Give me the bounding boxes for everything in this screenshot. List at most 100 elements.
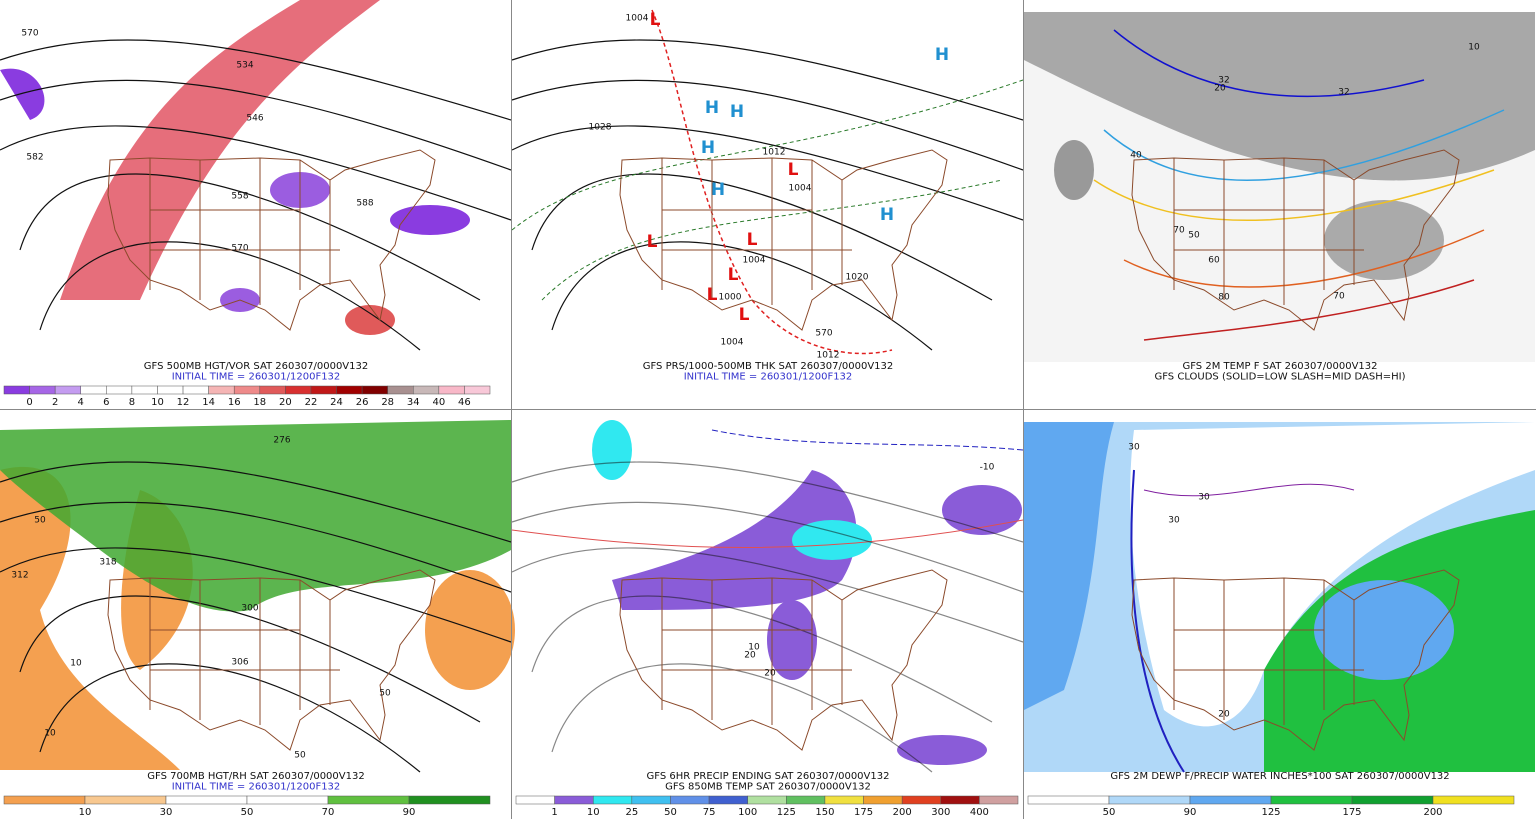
map-label: 570 xyxy=(231,244,248,254)
colorbar-label: 300 xyxy=(931,807,950,818)
colorbar-swatch xyxy=(413,385,440,395)
colorbar-swatch xyxy=(361,385,388,395)
map-label: 10 xyxy=(1468,43,1480,53)
map-label: 10 xyxy=(748,643,760,653)
colorbar-label: 90 xyxy=(403,807,416,818)
colorbar-label: 70 xyxy=(322,807,335,818)
map-label: 80 xyxy=(1218,293,1230,303)
colorbar-label: 10 xyxy=(151,397,164,408)
caption: INITIAL TIME = 260301/1200F132 xyxy=(172,782,341,793)
map-label: 588 xyxy=(356,199,373,209)
colorbar-swatch xyxy=(515,795,555,805)
map-label: 70 xyxy=(1173,226,1185,236)
colorbar-label: 26 xyxy=(356,397,369,408)
map-label: 30 xyxy=(1128,443,1140,453)
colorbar-swatch xyxy=(1108,795,1191,805)
colorbar-label: 24 xyxy=(330,397,343,408)
colorbar-label: 50 xyxy=(241,807,254,818)
map-label: 546 xyxy=(246,114,263,124)
colorbar-swatch xyxy=(438,385,465,395)
map-label: H xyxy=(730,102,744,122)
colorbar-label: 400 xyxy=(970,807,989,818)
colorbar-label: 200 xyxy=(893,807,912,818)
colorbar-label: 20 xyxy=(279,397,292,408)
panel-humidity: GFS 700MB HGT/RH SAT 260307/0000V132INIT… xyxy=(0,420,515,818)
colorbar-swatch xyxy=(327,795,410,805)
colorbar-label: 25 xyxy=(625,807,638,818)
colorbar-label: 100 xyxy=(738,807,757,818)
colorbar-label: 8 xyxy=(129,397,135,408)
panel-pressure: GFS PRS/1000-500MB THK SAT 260307/0000V1… xyxy=(511,9,1024,383)
colorbar-label: 40 xyxy=(432,397,445,408)
colorbar-swatch xyxy=(3,385,30,395)
colorbar-swatch xyxy=(863,795,903,805)
map-label: 1012 xyxy=(763,148,786,158)
colorbar-label: 6 xyxy=(103,397,109,408)
colorbar-swatch xyxy=(824,795,864,805)
colorbar-label: 125 xyxy=(777,807,796,818)
map-label: 50 xyxy=(379,689,391,699)
colorbar-swatch xyxy=(131,385,158,395)
map-label: 312 xyxy=(11,571,28,581)
map-label: 1004 xyxy=(626,14,649,24)
caption: INITIAL TIME = 260301/1200F132 xyxy=(684,372,853,383)
colorbar-label: 50 xyxy=(1103,807,1116,818)
colorbar-swatch xyxy=(157,385,184,395)
map-label: 30 xyxy=(1198,493,1210,503)
map-label: 30 xyxy=(1168,516,1180,526)
caption: GFS 700MB HGT/RH SAT 260307/0000V132 xyxy=(147,771,364,782)
map-label: L xyxy=(728,265,739,285)
colorbar-swatch xyxy=(670,795,710,805)
map-label: 10 xyxy=(44,729,56,739)
map-label: L xyxy=(707,285,718,305)
colorbar-swatch xyxy=(708,795,748,805)
colorbar-swatch xyxy=(80,385,107,395)
colorbar-label: 75 xyxy=(703,807,716,818)
colorbar-swatch xyxy=(182,385,209,395)
colorbar-swatch xyxy=(285,385,312,395)
colorbar-swatch xyxy=(29,385,56,395)
colorbar-label: 46 xyxy=(458,397,471,408)
colorbar-swatch xyxy=(310,385,337,395)
colorbar-swatch xyxy=(1432,795,1515,805)
map-label: L xyxy=(788,160,799,180)
colorbar-label: 125 xyxy=(1261,807,1280,818)
map-label: H xyxy=(705,98,719,118)
map-label: 1028 xyxy=(589,123,612,133)
caption: GFS 6HR PRECIP ENDING SAT 260307/0000V13… xyxy=(647,771,890,782)
colorbar-swatch xyxy=(464,385,491,395)
colorbar-swatch xyxy=(1189,795,1272,805)
colorbar-swatch xyxy=(246,795,329,805)
colorbar-label: 28 xyxy=(381,397,394,408)
map-label: 20 xyxy=(1218,710,1230,720)
colorbar-swatch xyxy=(408,795,491,805)
colorbar-label: 10 xyxy=(79,807,92,818)
map-label: H xyxy=(880,205,894,225)
colorbar-label: 16 xyxy=(228,397,241,408)
colorbar-label: 50 xyxy=(664,807,677,818)
caption: GFS PRS/1000-500MB THK SAT 260307/0000V1… xyxy=(643,361,894,372)
map-label: 306 xyxy=(231,658,248,668)
caption: GFS 850MB TEMP SAT 260307/0000V132 xyxy=(665,782,871,793)
caption: GFS 2M DEWP F/PRECIP WATER INCHES*100 SA… xyxy=(1110,771,1449,782)
colorbar-swatch xyxy=(592,795,633,805)
map-label: 1004 xyxy=(789,184,812,194)
map-label: 1004 xyxy=(743,256,766,266)
map-label: 20 xyxy=(1214,84,1226,94)
panel-vorticity: GFS 500MB HGT/VOR SAT 260307/0000V132INI… xyxy=(0,0,512,408)
colorbar-label: 1 xyxy=(551,807,557,818)
map-label: H xyxy=(935,45,949,65)
colorbar-label: 30 xyxy=(160,807,173,818)
colorbar-label: 14 xyxy=(202,397,215,408)
map-label: 1012 xyxy=(817,351,840,361)
colorbar-swatch xyxy=(940,795,980,805)
colorbar-swatch xyxy=(979,795,1019,805)
map-label: 50 xyxy=(34,516,46,526)
colorbar-swatch xyxy=(208,385,235,395)
colorbar-swatch xyxy=(84,795,167,805)
colorbar-swatch xyxy=(786,795,826,805)
colorbar-swatch xyxy=(631,795,671,805)
colorbar-swatch xyxy=(747,795,787,805)
colorbar-swatch xyxy=(1270,795,1353,805)
